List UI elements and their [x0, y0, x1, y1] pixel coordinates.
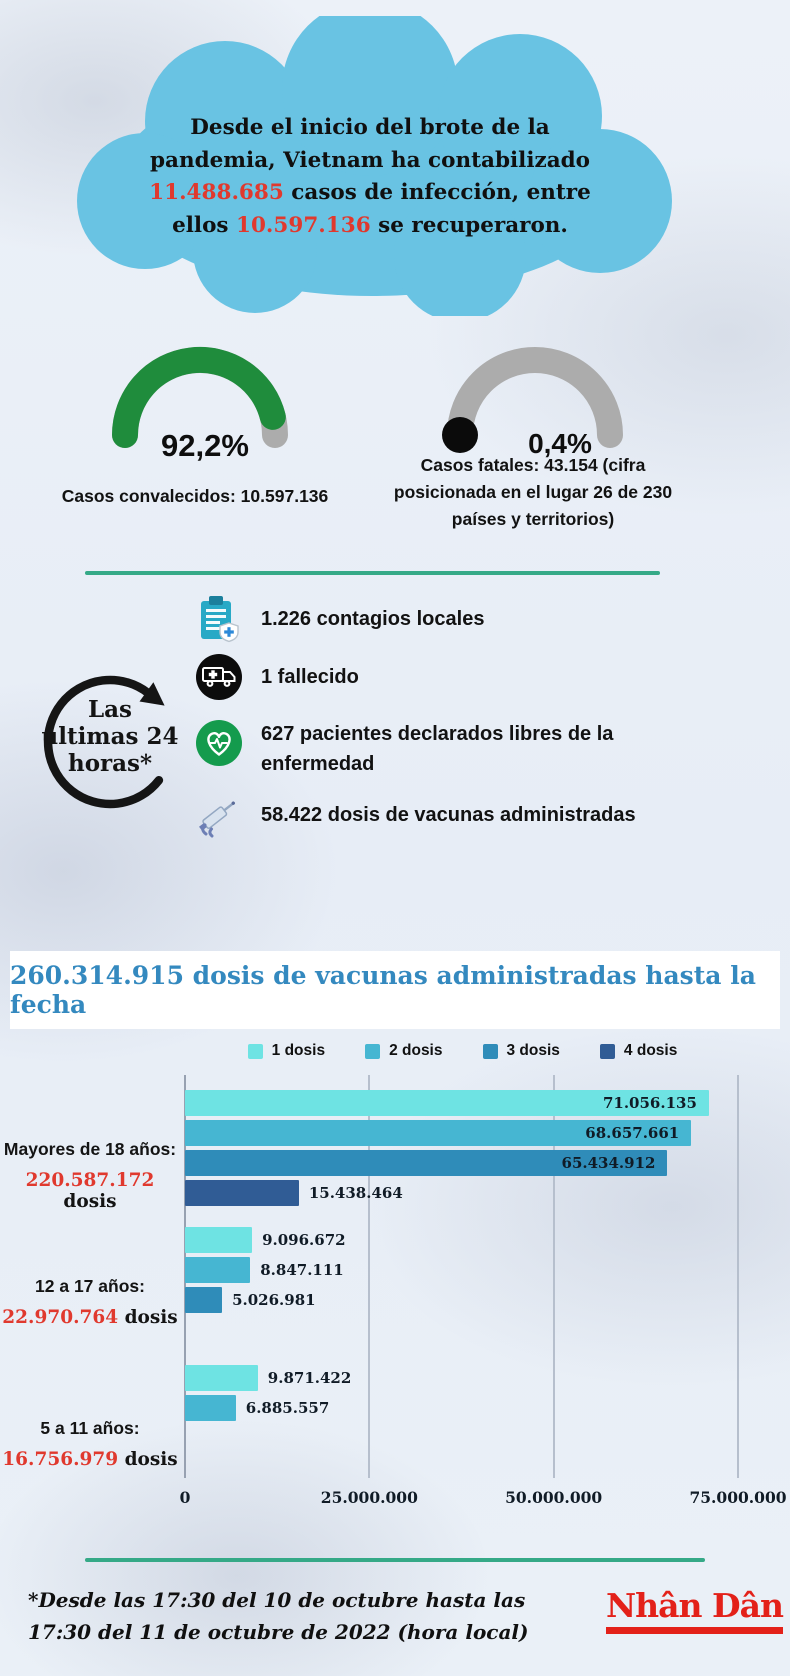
- legend-label: 3 dosis: [506, 1042, 560, 1059]
- bar-2-dosis: [185, 1120, 692, 1146]
- group-total-number: 22.970.764: [2, 1306, 119, 1328]
- recovered-percent: 92,2%: [161, 428, 249, 463]
- stat-item-local-infections: 1.226 contagios locales: [194, 594, 760, 644]
- nhan-dan-logo: Nhân Dân: [606, 1587, 784, 1635]
- gridline: [552, 1075, 555, 1478]
- fatal-percent: 0,4%: [528, 428, 592, 459]
- stat-item-text: 58.422 dosis de vacunas administradas: [261, 804, 636, 826]
- clipboard-medical-icon: [201, 596, 239, 643]
- cloud-shape: [77, 16, 672, 316]
- stat-item-text: 627 pacientes declarados libres de la en…: [261, 723, 614, 775]
- footnote-text: *Desde las 17:30 del 10 de octubre hasta…: [28, 1588, 529, 1645]
- stat-item-doses: 58.422 dosis de vacunas administradas: [194, 790, 760, 840]
- vaccine-total-text: 260.314.915 dosis de vacunas administrad…: [10, 961, 756, 1019]
- recovered-caption: Casos convalecidos: 10.597.136: [61, 486, 329, 506]
- bar-3-dosis: [185, 1287, 223, 1313]
- x-axis-tick: 0: [179, 1488, 191, 1507]
- legend-item-1-dosis: 1 dosis: [247, 1042, 326, 1060]
- stat-item-text: 1 fallecido: [261, 666, 359, 688]
- group-total-suffix: dosis: [118, 1448, 178, 1470]
- group-total-suffix: dosis: [63, 1190, 117, 1212]
- legend-swatch: [482, 1043, 498, 1059]
- last24h-label-line1: Las: [87, 696, 133, 723]
- legend-swatch: [599, 1043, 615, 1059]
- syringe-icon: [199, 801, 235, 838]
- legend-label: 4 dosis: [623, 1042, 678, 1059]
- stat-item-recovered: 627 pacientes declarados libres de la en…: [194, 718, 760, 779]
- bar-1-dosis: [185, 1365, 258, 1391]
- bar-value-label: 65.434.912: [561, 1154, 656, 1172]
- bar-value-label: 68.657.661: [585, 1124, 680, 1142]
- bar-4-dosis: [185, 1180, 299, 1206]
- legend-swatch: [247, 1043, 263, 1059]
- group-label: 12 a 17 años: 22.970.764 dosis: [2, 1275, 178, 1328]
- bar-1-dosis: [185, 1227, 253, 1253]
- group-name: Mayores de 18 años:: [3, 1139, 177, 1159]
- group-total: 220.587.172 dosis: [2, 1170, 178, 1212]
- cycle-arrow-icon: [43, 675, 165, 809]
- bar-value-label: 5.026.981: [232, 1291, 316, 1309]
- section-divider-top: [85, 571, 660, 575]
- bar-2-dosis: [185, 1257, 251, 1283]
- legend-item-3-dosis: 3 dosis: [482, 1042, 560, 1060]
- group-total-suffix: dosis: [118, 1306, 178, 1328]
- heart-pulse-icon: [196, 720, 242, 766]
- last24h-label-line3: horas*: [67, 750, 153, 778]
- last24h-label-line2: últimas 24: [41, 723, 179, 751]
- group-total-number: 220.587.172: [25, 1169, 155, 1191]
- gridline: [737, 1075, 739, 1478]
- recovered-gauge: [112, 346, 288, 448]
- last24h-label: Las últimas 24 horas*: [32, 696, 188, 777]
- bar-value-label: 9.871.422: [267, 1369, 352, 1387]
- headline-part1: Desde el inicio del brote de la pandemia…: [149, 115, 591, 173]
- group-label: 5 a 11 años: 16.756.979 dosis: [2, 1417, 178, 1470]
- bar-value-label: 8.847.111: [260, 1261, 344, 1279]
- legend-item-2-dosis: 2 dosis: [365, 1042, 443, 1060]
- stat-item-text: 1.226 contagios locales: [261, 608, 485, 630]
- group-name: 12 a 17 años:: [35, 1276, 145, 1296]
- bar-3-dosis: [185, 1150, 668, 1176]
- legend-label: 2 dosis: [389, 1042, 443, 1059]
- group-label: Mayores de 18 años: 220.587.172 dosis: [2, 1138, 178, 1212]
- bar-value-label: 9.096.672: [262, 1231, 346, 1249]
- x-axis-tick: 75.000.000: [689, 1488, 787, 1507]
- fatal-gauge-dot: [442, 417, 478, 453]
- group-name: 5 a 11 años:: [40, 1418, 140, 1438]
- headline-part2: casos de infección, entre ellos: [172, 180, 591, 239]
- group-total: 16.756.979 dosis: [2, 1449, 178, 1470]
- chart-legend: 1 dosis 2 dosis 3 dosis 4 dosis: [185, 1042, 740, 1060]
- x-axis-tick: 50.000.000: [505, 1488, 603, 1507]
- bar-value-label: 71.056.135: [602, 1094, 697, 1112]
- headline-recovered-cases: 10.597.136: [236, 213, 371, 239]
- group-total-number: 16.756.979: [2, 1448, 119, 1470]
- headline-text: Desde el inicio del brote de la pandemia…: [128, 112, 612, 243]
- headline-part3: se recuperaron.: [370, 213, 568, 239]
- stat-item-deaths: 1 fallecido: [194, 652, 760, 702]
- fatal-gauge: [442, 347, 623, 453]
- bar-value-label: 15.438.464: [308, 1184, 403, 1202]
- fatal-caption: Casos fatales: 43.154 (cifra posicionada…: [393, 455, 673, 530]
- section-divider-bottom: [85, 1558, 705, 1562]
- vaccine-total-banner: 260.314.915 dosis de vacunas administrad…: [10, 951, 780, 1029]
- legend-item-4-dosis: 4 dosis: [599, 1042, 678, 1060]
- legend-swatch: [365, 1043, 381, 1059]
- bar-2-dosis: [185, 1395, 236, 1421]
- gridline: [368, 1075, 371, 1478]
- group-total: 22.970.764 dosis: [2, 1307, 178, 1328]
- bar-1-dosis: [185, 1090, 709, 1116]
- legend-label: 1 dosis: [271, 1042, 326, 1059]
- ambulance-icon: [196, 654, 242, 700]
- x-axis-tick: 25.000.000: [320, 1488, 418, 1507]
- headline-total-cases: 11.488.685: [149, 180, 284, 206]
- bar-value-label: 6.885.557: [245, 1399, 330, 1417]
